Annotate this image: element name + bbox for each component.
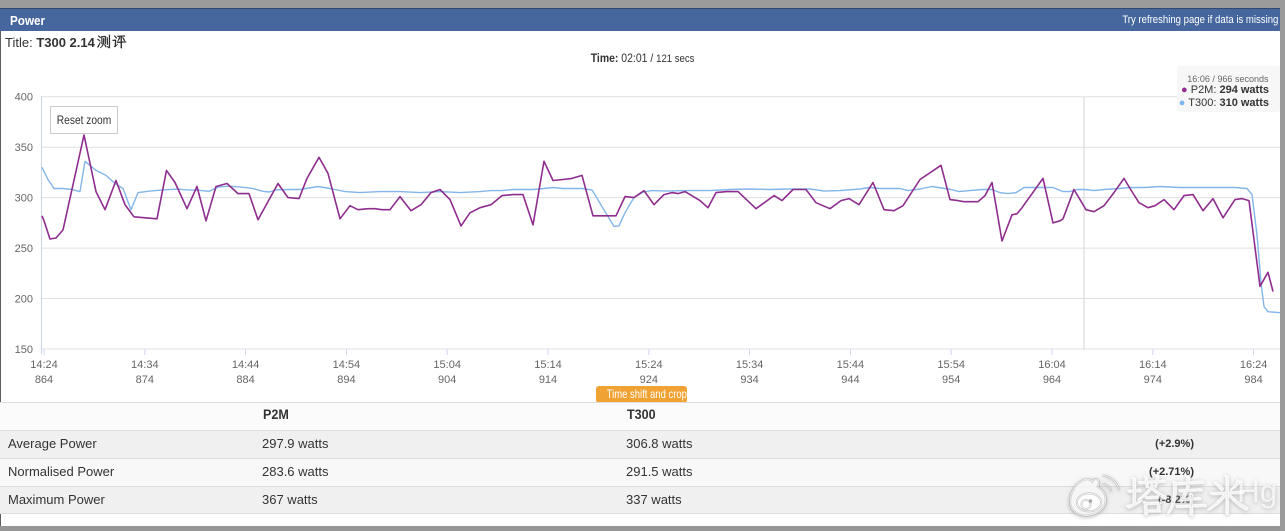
svg-text:884: 884 [236,374,254,386]
svg-text:250: 250 [15,243,33,255]
svg-text:904: 904 [438,374,456,386]
svg-text:954: 954 [942,374,960,386]
svg-text:934: 934 [740,374,758,386]
svg-text:200: 200 [15,294,33,306]
svg-text:350: 350 [15,142,33,154]
svg-text:14:54: 14:54 [333,359,361,371]
svg-text:15:04: 15:04 [433,359,461,371]
svg-text:864: 864 [35,374,53,386]
svg-text:300: 300 [15,193,33,205]
svg-text:914: 914 [539,374,557,386]
svg-text:15:24: 15:24 [635,359,663,371]
svg-text:15:14: 15:14 [534,359,562,371]
svg-text:14:24: 14:24 [30,359,58,371]
svg-text:894: 894 [337,374,355,386]
svg-text:924: 924 [640,374,658,386]
svg-text:14:34: 14:34 [131,359,159,371]
svg-text:974: 974 [1144,374,1162,386]
svg-text:15:54: 15:54 [937,359,965,371]
svg-text:15:34: 15:34 [736,359,764,371]
svg-text:964: 964 [1043,374,1061,386]
svg-text:150: 150 [15,344,33,356]
svg-text:16:04: 16:04 [1038,359,1066,371]
svg-text:14:44: 14:44 [232,359,260,371]
svg-text:874: 874 [136,374,154,386]
svg-text:16:24: 16:24 [1240,359,1268,371]
svg-text:400: 400 [15,92,33,104]
svg-text:984: 984 [1244,374,1262,386]
svg-text:16:14: 16:14 [1139,359,1167,371]
svg-text:944: 944 [841,374,859,386]
svg-text:15:44: 15:44 [837,359,865,371]
